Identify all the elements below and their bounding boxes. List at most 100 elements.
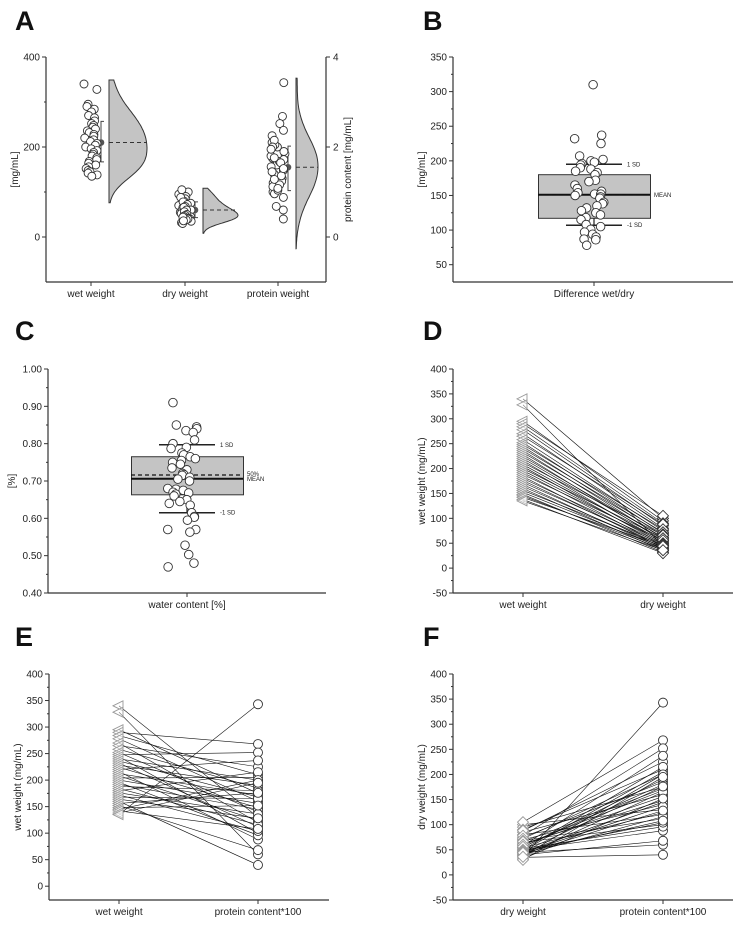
- pair-line: [118, 777, 259, 779]
- data-point: [163, 524, 173, 535]
- pair-line: [118, 773, 259, 796]
- y-tick-label: 400: [23, 53, 40, 64]
- y-axis-label: dry weight (mg/mL): [417, 744, 428, 830]
- data-point: [595, 221, 606, 232]
- pair-line: [522, 421, 664, 522]
- pair-line: [522, 776, 664, 861]
- circle-marker: [658, 815, 668, 826]
- pair-line: [522, 466, 664, 545]
- pair-line: [522, 492, 664, 549]
- panel-label-f: F: [423, 622, 440, 652]
- circle-marker: [658, 835, 668, 846]
- y-axis-label: wet weight (mg/mL): [13, 743, 24, 831]
- y-tick-label: 200: [23, 143, 40, 154]
- pair-line: [522, 494, 664, 553]
- circle-marker: [658, 781, 668, 792]
- data-point: [569, 133, 580, 144]
- pair-line: [118, 704, 259, 815]
- data-point: [278, 205, 288, 215]
- pair-line: [522, 786, 664, 853]
- panel-c: 0.40 0.50 0.60 0.70 0.80 0.90 1.00 [%] water con…: [7, 365, 326, 611]
- y-tick-label: 50: [32, 855, 44, 866]
- data-point: [596, 130, 607, 140]
- pair-line: [522, 798, 664, 860]
- y2-tick-label: 2: [333, 143, 339, 154]
- x-tick-label: protein content*100: [620, 907, 707, 918]
- panel-b: 50 100 150 200 250 300 350 [mg/mL] Difference we…: [417, 53, 733, 300]
- y-tick-label: 0.70: [23, 477, 43, 488]
- mean-annotation: MEAN: [654, 193, 671, 199]
- y2-axis-label: protein content [mg/mL]: [343, 117, 354, 222]
- pair-line: [522, 497, 664, 547]
- circle-marker: [658, 750, 668, 761]
- y2-tick-label: 4: [333, 53, 339, 64]
- data-point: [163, 562, 173, 572]
- data-point: [275, 119, 285, 129]
- data-point: [166, 443, 176, 454]
- y-tick-label: 0: [34, 233, 40, 244]
- y-tick-label: -50: [433, 589, 448, 600]
- y-tick-label: 350: [430, 53, 447, 64]
- x-tick-label: dry weight: [640, 600, 686, 611]
- y-axis-label: [mg/mL]: [417, 151, 428, 187]
- data-point: [87, 171, 97, 181]
- data-point: [273, 183, 283, 193]
- pair-line: [522, 769, 664, 830]
- y-tick-label: 1.00: [23, 365, 43, 376]
- y-tick-label: 0.50: [23, 551, 43, 562]
- pair-line: [118, 758, 259, 781]
- data-point: [79, 79, 89, 89]
- pair-line: [522, 796, 664, 846]
- x-tick-label: wet weight: [498, 600, 546, 611]
- y-tick-label: 0: [37, 882, 43, 893]
- data-point: [279, 164, 288, 174]
- pair-line: [522, 482, 664, 545]
- x-tick-label: dry weight: [500, 907, 546, 918]
- y-tick-label: 0: [441, 870, 447, 881]
- pair-line: [522, 791, 664, 857]
- data-point: [279, 125, 288, 135]
- pair-line: [522, 766, 664, 851]
- panel-d: -50 0 50 100 150 200 250 300 350 400 wet weight (m…: [417, 365, 733, 611]
- pair-line: [522, 468, 664, 539]
- pair-line: [522, 840, 664, 856]
- panel-label-c: C: [15, 316, 35, 346]
- triangle-marker: [515, 399, 528, 411]
- y-tick-label: 100: [26, 829, 43, 840]
- y-tick-label: 300: [430, 414, 447, 425]
- data-point: [581, 240, 592, 251]
- panel-label-d: D: [423, 316, 443, 346]
- data-point: [190, 453, 201, 464]
- data-point: [570, 190, 580, 201]
- circle-marker: [658, 793, 668, 804]
- y-tick-label: 400: [26, 670, 43, 681]
- y-tick-label: -50: [433, 896, 448, 907]
- pair-line: [118, 729, 259, 794]
- data-point: [267, 167, 277, 177]
- circle-marker: [253, 787, 263, 798]
- panel-f: -50 0 50 100 150 200 250 300 350 400 dry weight (m…: [417, 670, 733, 918]
- pair-line: [118, 764, 259, 786]
- pair-line: [118, 745, 259, 768]
- data-point: [189, 435, 200, 445]
- sd-low-annotation: -1 SD: [627, 223, 643, 229]
- panel-label-e: E: [15, 622, 33, 652]
- triangle-marker: [111, 808, 124, 821]
- y-tick-label: 250: [430, 122, 447, 133]
- data-point: [180, 540, 190, 550]
- data-point: [588, 79, 598, 90]
- pair-line: [522, 474, 664, 541]
- violin-half: [202, 187, 239, 234]
- pair-line: [118, 779, 259, 804]
- pair-line: [522, 702, 664, 858]
- data-point: [182, 515, 193, 525]
- pair-line: [118, 711, 259, 855]
- pair-line: [522, 801, 664, 853]
- pair-line: [118, 805, 259, 808]
- y-tick-label: 350: [430, 389, 447, 400]
- pair-line: [522, 472, 664, 546]
- triangle-marker: [515, 495, 528, 507]
- pair-line: [522, 433, 664, 529]
- pair-line: [522, 495, 664, 550]
- pair-line: [118, 767, 259, 808]
